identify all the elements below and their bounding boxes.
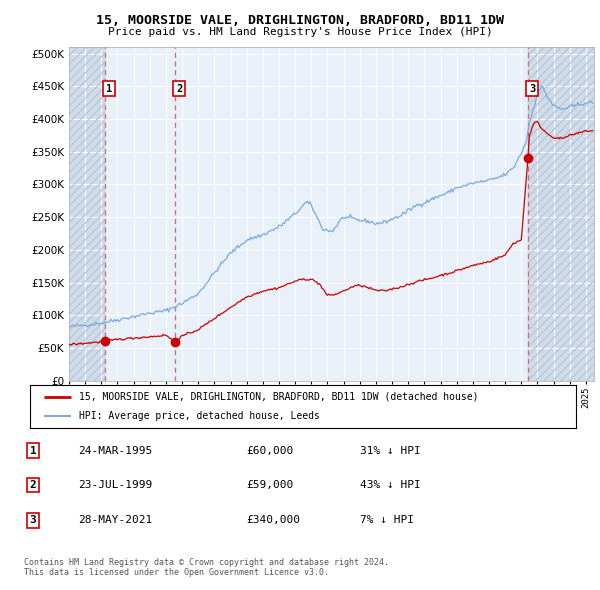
Text: HPI: Average price, detached house, Leeds: HPI: Average price, detached house, Leed… — [79, 411, 320, 421]
Text: 23-JUL-1999: 23-JUL-1999 — [78, 480, 152, 490]
Bar — [175, 47, 528, 381]
Text: 7% ↓ HPI: 7% ↓ HPI — [360, 516, 414, 525]
Text: 24-MAR-1995: 24-MAR-1995 — [78, 446, 152, 455]
Text: 43% ↓ HPI: 43% ↓ HPI — [360, 480, 421, 490]
Text: 15, MOORSIDE VALE, DRIGHLINGTON, BRADFORD, BD11 1DW (detached house): 15, MOORSIDE VALE, DRIGHLINGTON, BRADFOR… — [79, 392, 479, 402]
Text: £59,000: £59,000 — [246, 480, 293, 490]
Text: 15, MOORSIDE VALE, DRIGHLINGTON, BRADFORD, BD11 1DW: 15, MOORSIDE VALE, DRIGHLINGTON, BRADFOR… — [96, 14, 504, 27]
Text: Contains HM Land Registry data © Crown copyright and database right 2024.
This d: Contains HM Land Registry data © Crown c… — [24, 558, 389, 577]
Text: 2: 2 — [29, 480, 37, 490]
Text: 3: 3 — [529, 84, 535, 94]
Bar — [105, 47, 175, 381]
Text: 28-MAY-2021: 28-MAY-2021 — [78, 516, 152, 525]
Text: 1: 1 — [29, 446, 37, 455]
Text: 1: 1 — [106, 84, 112, 94]
Bar — [528, 47, 594, 381]
Text: Price paid vs. HM Land Registry's House Price Index (HPI): Price paid vs. HM Land Registry's House … — [107, 28, 493, 37]
Bar — [69, 47, 105, 381]
Bar — [69, 47, 105, 381]
Text: 2: 2 — [176, 84, 182, 94]
Text: £60,000: £60,000 — [246, 446, 293, 455]
Text: £340,000: £340,000 — [246, 516, 300, 525]
Text: 3: 3 — [29, 516, 37, 525]
Bar — [528, 47, 594, 381]
Text: 31% ↓ HPI: 31% ↓ HPI — [360, 446, 421, 455]
